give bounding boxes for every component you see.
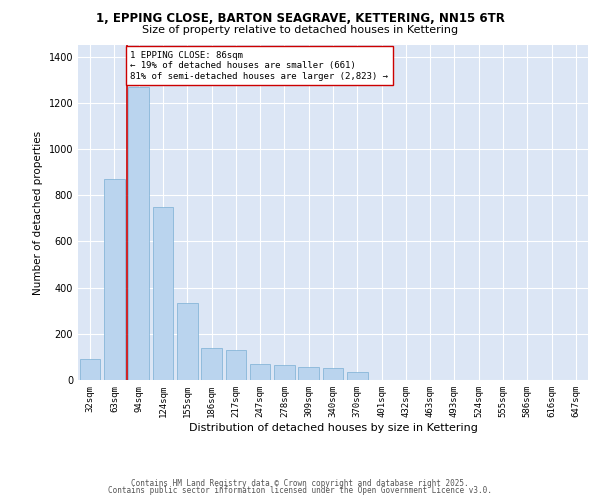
Text: Size of property relative to detached houses in Kettering: Size of property relative to detached ho… — [142, 25, 458, 35]
Bar — [128, 86, 149, 380]
Text: Contains HM Land Registry data © Crown copyright and database right 2025.: Contains HM Land Registry data © Crown c… — [131, 478, 469, 488]
Bar — [104, 179, 125, 380]
Bar — [323, 368, 343, 380]
X-axis label: Distribution of detached houses by size in Kettering: Distribution of detached houses by size … — [188, 422, 478, 432]
Text: Contains public sector information licensed under the Open Government Licence v3: Contains public sector information licen… — [108, 486, 492, 495]
Bar — [80, 359, 100, 380]
Bar — [152, 206, 173, 380]
Bar — [201, 348, 222, 380]
Y-axis label: Number of detached properties: Number of detached properties — [33, 130, 43, 294]
Bar — [177, 302, 197, 380]
Text: 1 EPPING CLOSE: 86sqm
← 19% of detached houses are smaller (661)
81% of semi-det: 1 EPPING CLOSE: 86sqm ← 19% of detached … — [130, 51, 388, 80]
Bar — [250, 364, 271, 380]
Bar — [347, 372, 368, 380]
Text: 1, EPPING CLOSE, BARTON SEAGRAVE, KETTERING, NN15 6TR: 1, EPPING CLOSE, BARTON SEAGRAVE, KETTER… — [95, 12, 505, 26]
Bar — [274, 365, 295, 380]
Bar — [298, 368, 319, 380]
Bar — [226, 350, 246, 380]
